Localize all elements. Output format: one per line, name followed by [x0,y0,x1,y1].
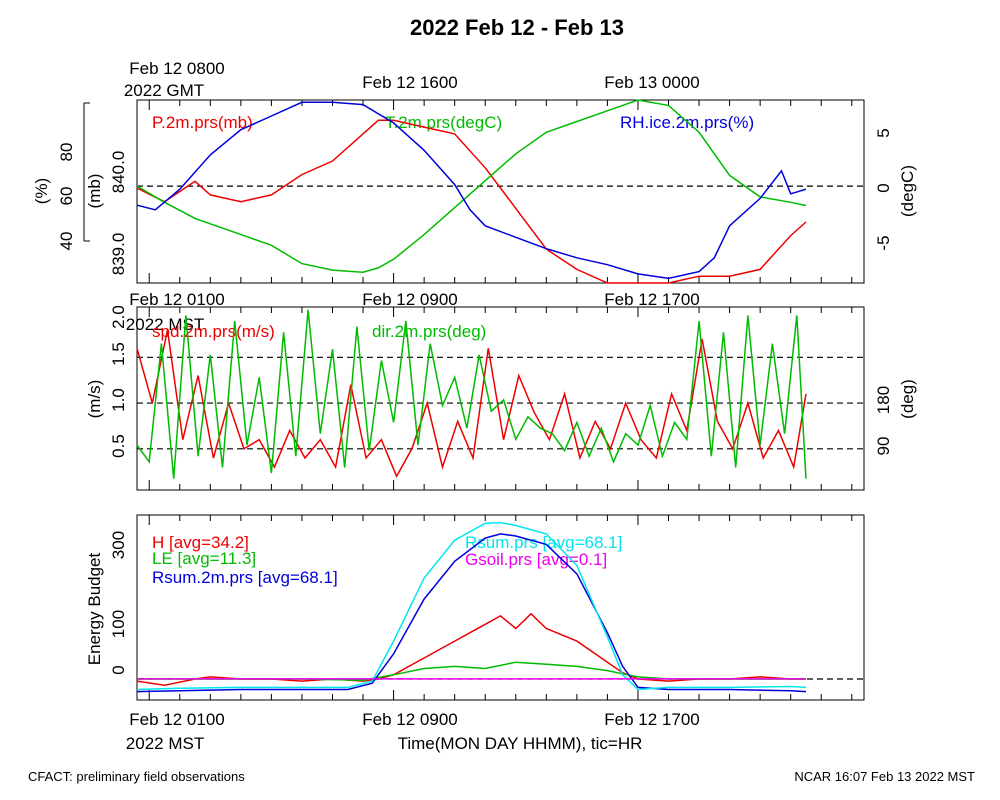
p1-degc-tick-5: 5 [874,128,893,137]
x-tick-1-line2: 2022 MST [126,734,204,753]
p1-legend-temperature: T.2m.prs(degC) [385,113,502,132]
p2-ms-tick-1.5: 1.5 [109,342,128,366]
p2-ms-tick-0.5: 0.5 [109,434,128,458]
p1-top-tick-1-line1: Feb 12 0800 [129,59,224,78]
footer-right: NCAR 16:07 Feb 13 2022 MST [794,769,975,784]
p3-series-le-avg-11-3 [137,661,806,681]
p1-top-tick-1-line2: 2022 GMT [124,81,204,100]
p2-ms-axis-label: (m/s) [85,380,104,419]
footer-left: CFACT: preliminary field observations [28,769,245,784]
p1-mb-tick-839: 839.0 [109,233,128,276]
p1-top-tick-3: Feb 13 0000 [604,73,699,92]
panel-2-frame [136,306,865,491]
p1-pct-tick-80: 80 [57,143,76,162]
p2-deg-tick-180: 180 [874,386,893,414]
p3-tick-100: 100 [109,610,128,638]
p3-legend-le: LE [avg=11.3] [152,549,256,568]
p1-legend-pressure: P.2m.prs(mb) [152,113,253,132]
p2-top-tick-3: Feb 12 1700 [604,290,699,309]
p3-legend-gsoil: Gsoil.prs [avg=0.1] [465,550,607,569]
p1-series-rh-ice-2m-prs [136,101,807,280]
p3-series-rsum-prs-avg-68-1 [136,521,807,691]
p2-ms-tick-2.0: 2.0 [109,305,128,329]
p2-top-tick-1-line1: Feb 12 0100 [129,290,224,309]
panel-3-frame [136,514,865,701]
p1-pct-tick-60: 60 [57,187,76,206]
page-title: 2022 Feb 12 - Feb 13 [410,15,624,40]
p1-degc-tick-0: 0 [874,183,893,192]
p1-series-p-2m-prs-mb [136,119,807,284]
p3-axis-label: Energy Budget [85,552,104,665]
x-tick-1-line1: Feb 12 0100 [129,710,224,729]
p2-ms-tick-1.0: 1.0 [109,388,128,412]
p1-mb-axis-label: (mb) [85,174,104,209]
p3-tick-300: 300 [109,531,128,559]
p3-legend-h: H [avg=34.2] [152,533,249,552]
p2-legend-speed: spd.2m.prs(m/s) [152,322,275,341]
p2-series-dir-2m-prs-deg [136,309,807,479]
axis-ticks [148,100,853,700]
p1-mb-tick-840: 840.0 [109,151,128,194]
p2-legend-direction: dir.2m.prs(deg) [372,322,486,341]
p1-series-t-2m-prs-degc [136,99,807,273]
p3-legend-rsum2m: Rsum.2m.prs [avg=68.1] [152,568,338,587]
p1-degc-axis-label: (degC) [898,165,917,217]
p1-degc-tick-neg5: -5 [874,235,893,250]
x-axis-label: Time(MON DAY HHMM), tic=HR [398,734,643,753]
p3-legend-rsum: Rsum.prs [avg=68.1] [465,533,622,552]
p2-series-spd-2m-prs-m-s [136,329,807,479]
p1-pct-tick-40: 40 [57,232,76,251]
p2-deg-axis-label: (deg) [898,379,917,419]
p2-deg-tick-90: 90 [874,437,893,456]
panel-1-frame [136,99,865,284]
x-tick-3: Feb 12 1700 [604,710,699,729]
p1-top-tick-2: Feb 12 1600 [362,73,457,92]
p3-tick-0: 0 [109,665,128,674]
p1-pct-axis-label: (%) [32,178,51,204]
p2-top-tick-2: Feb 12 0900 [362,290,457,309]
x-tick-2: Feb 12 0900 [362,710,457,729]
data-series [136,99,807,693]
p3-series-h-avg-34-2 [136,612,806,687]
